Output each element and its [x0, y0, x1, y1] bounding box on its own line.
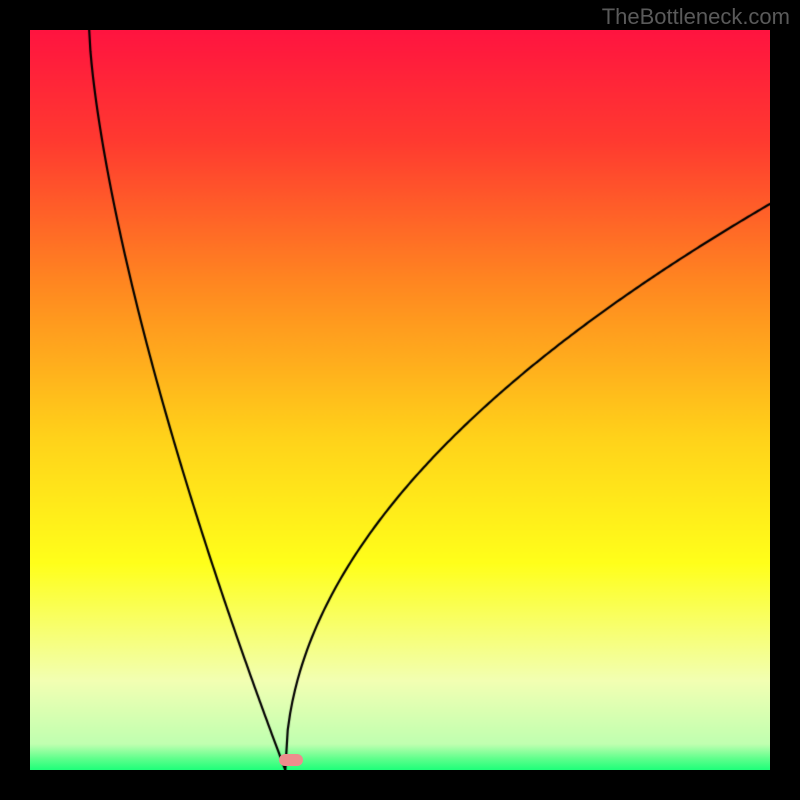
chart-frame: TheBottleneck.com	[0, 0, 800, 800]
chart-canvas	[30, 30, 770, 770]
watermark-text: TheBottleneck.com	[602, 4, 790, 30]
plot-area	[30, 30, 770, 770]
dip-marker	[279, 754, 303, 766]
